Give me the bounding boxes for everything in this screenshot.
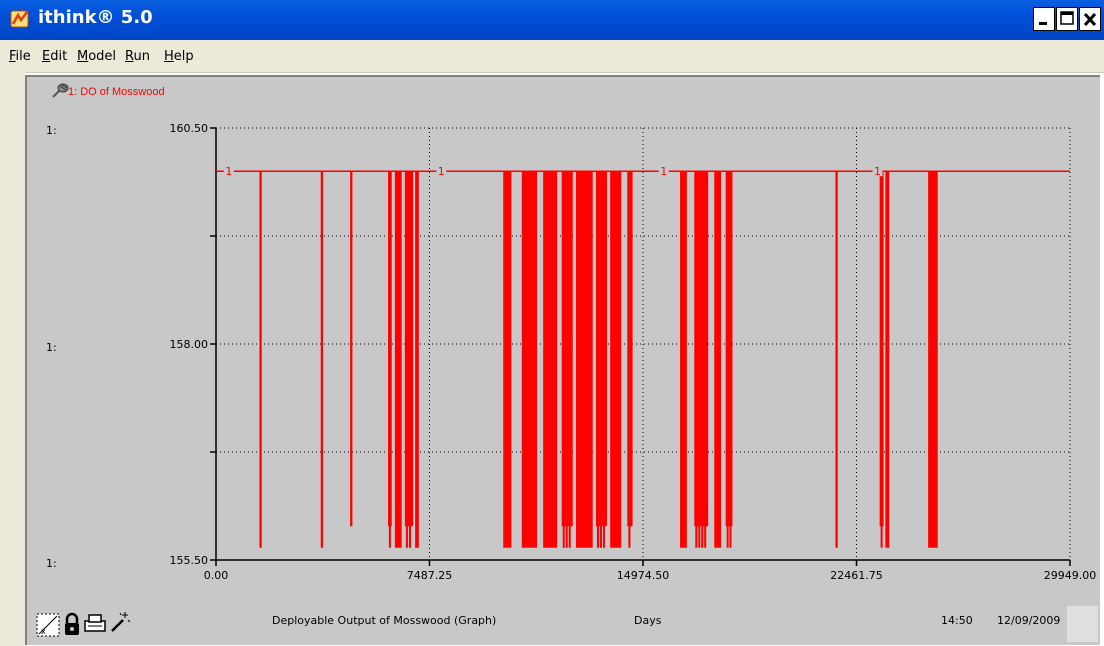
x-tick-label: 7487.25 — [407, 569, 453, 582]
pin-icon[interactable] — [50, 82, 70, 100]
ithink-app-icon — [10, 10, 29, 28]
graph-caption: Deployable Output of Mosswood (Graph) — [272, 614, 497, 627]
window-title: ithink® 5.0 — [38, 7, 153, 28]
y-tick-label: 155.50 — [170, 554, 209, 567]
status-bar: x Deployable Output of Mosswood (Graph) … — [27, 602, 1100, 644]
minimize-button[interactable] — [1033, 7, 1055, 31]
scale-label-bottom: 1: — [46, 557, 57, 570]
x-tick-label: 0.00 — [204, 569, 229, 582]
close-button[interactable] — [1079, 7, 1101, 31]
magic-wand-icon[interactable] — [109, 610, 131, 634]
lock-icon[interactable] — [63, 611, 81, 637]
maximize-button[interactable] — [1056, 7, 1078, 31]
date: 12/09/2009 — [997, 614, 1061, 627]
menu-help[interactable]: Help — [164, 49, 194, 64]
y-tick-label: 158.00 — [170, 338, 209, 351]
clock-time: 14:50 — [941, 614, 973, 627]
print-icon[interactable] — [83, 613, 107, 635]
title-bar: ithink® 5.0 — [0, 0, 1104, 40]
scale-label-top: 1: — [46, 124, 57, 137]
series-marker-bg — [658, 164, 669, 177]
series-marker-label: 1 — [660, 165, 667, 178]
x-tick-label: 22461.75 — [830, 569, 883, 582]
scale-label-mid: 1: — [46, 341, 57, 354]
left-gutter — [0, 72, 25, 646]
menu-bar: File Edit Model Run Help — [0, 40, 1104, 73]
lock-pages-icon[interactable]: x — [35, 612, 61, 638]
series-marker-label: 1 — [225, 165, 232, 178]
time-unit: Days — [634, 614, 662, 627]
series-legend-label: 1: DO of Mosswood — [68, 86, 165, 98]
menu-file[interactable]: File — [9, 49, 31, 64]
series-marker-label: 1 — [438, 165, 445, 178]
menu-edit[interactable]: Edit — [42, 49, 68, 64]
x-tick-label: 29949.00 — [1044, 569, 1097, 582]
series-marker-bg — [872, 164, 883, 177]
series-marker-bg — [223, 164, 234, 177]
series-marker-label: 1 — [874, 165, 881, 178]
x-tick-label: 14974.50 — [617, 569, 670, 582]
resize-grip[interactable] — [1067, 606, 1098, 642]
menu-model[interactable]: Model — [77, 49, 117, 64]
series-marker-bg — [436, 164, 447, 177]
svg-text:x: x — [41, 627, 46, 636]
series-line — [216, 170, 1070, 548]
menu-run[interactable]: Run — [125, 49, 150, 64]
y-tick-label: 160.50 — [170, 122, 209, 135]
